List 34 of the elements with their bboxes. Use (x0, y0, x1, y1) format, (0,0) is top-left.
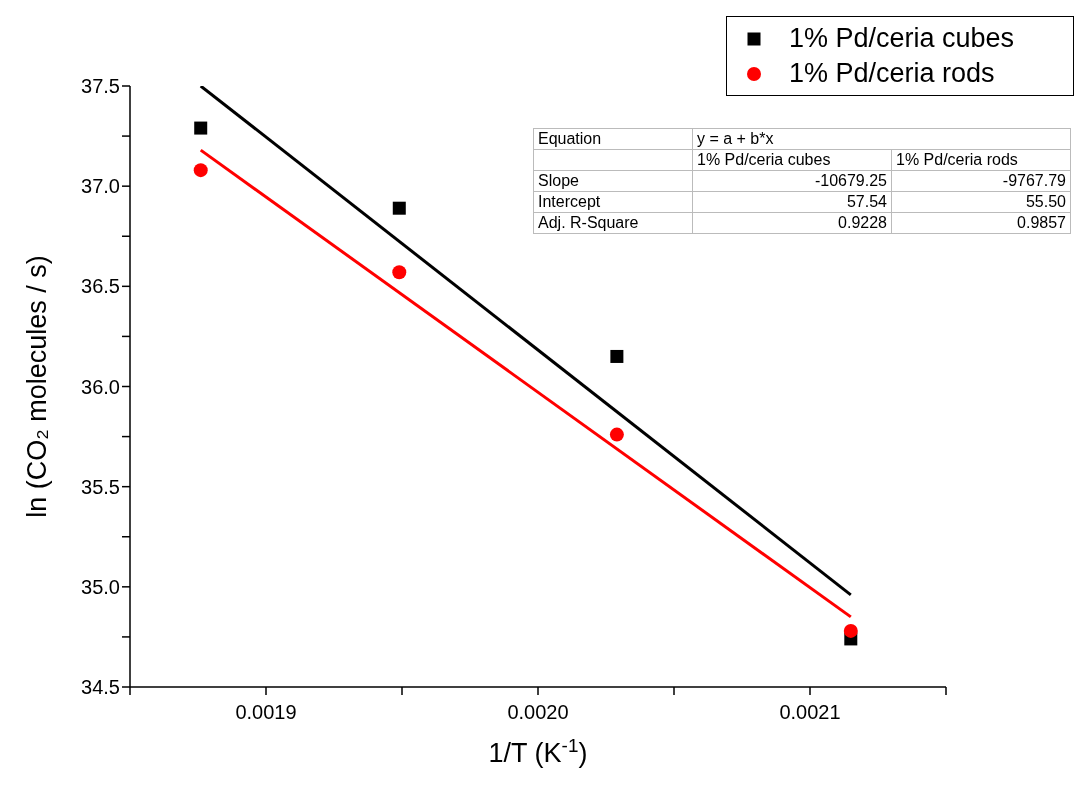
text: 55.50 (891, 191, 1071, 213)
point (194, 121, 208, 135)
y-tick-label: 36.0 (81, 375, 120, 398)
point (843, 623, 858, 638)
y-tick-label: 36.5 (81, 275, 120, 298)
point (392, 201, 406, 215)
point (392, 265, 407, 280)
point (610, 349, 624, 363)
x-axis-title: 1/T (K$^{-1}$) (488, 734, 588, 768)
annotation: -10679.25 (692, 170, 892, 192)
y-tick-label: 35.0 (81, 575, 120, 598)
legend-label: 1% Pd/ceria rods (789, 57, 995, 90)
point (609, 427, 624, 442)
annotation: Intercept (533, 191, 693, 213)
x-tick-label: 0.0019 (235, 701, 297, 724)
point (193, 163, 208, 178)
annotation: 57.54 (692, 191, 892, 213)
annotation: Slope (533, 170, 693, 192)
annotation: Equation (533, 128, 693, 150)
legend-label: 1% Pd/ceria cubes (789, 22, 1015, 55)
y-tick-label: 37.5 (81, 75, 120, 98)
x-tick-label: 0.0021 (779, 701, 841, 724)
annotation: 1% Pd/ceria rods (891, 149, 1071, 171)
annotation: Adj. R-Square (533, 212, 693, 234)
text: 0.9857 (891, 212, 1071, 234)
y-tick-label: 35.5 (81, 475, 120, 498)
annotation: y = a + b*x (692, 128, 1071, 150)
x-tick-label: 0.0020 (507, 701, 569, 724)
y-tick-label: 34.5 (81, 676, 120, 699)
y-tick-label: 37.0 (81, 175, 120, 198)
text: -9767.79 (891, 170, 1071, 192)
annotation: 0.9228 (692, 212, 892, 234)
y-axis-title: ln (CO₂ molecules / s) (22, 255, 52, 518)
annotation: 1% Pd/ceria cubes (692, 149, 892, 171)
